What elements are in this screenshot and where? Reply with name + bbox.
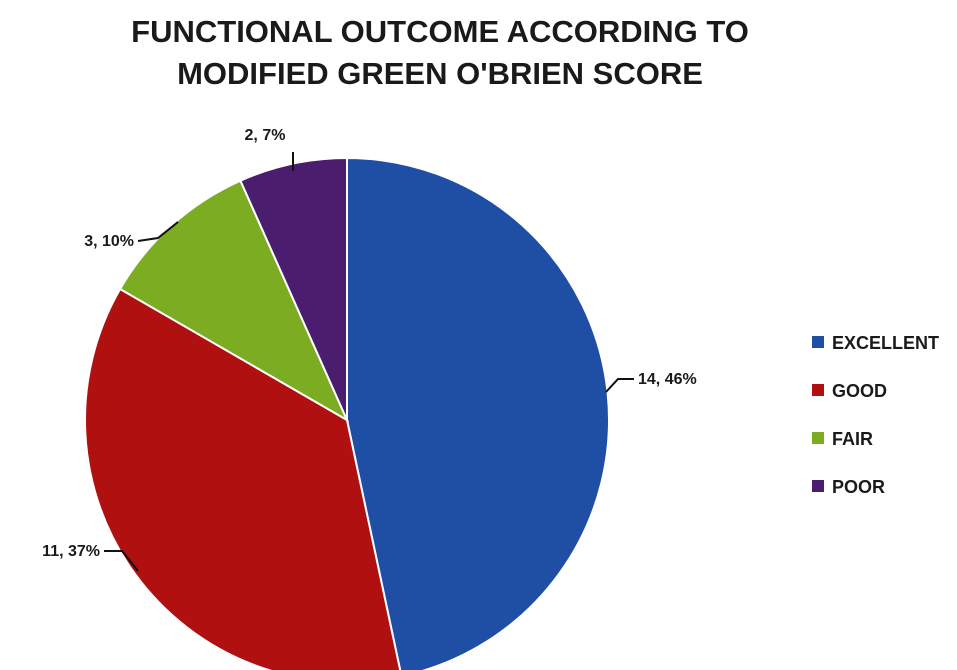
- legend-swatch-good: [812, 384, 824, 396]
- legend-item-good: GOOD: [812, 381, 887, 401]
- pie-slices: [84, 156, 610, 670]
- data-label-good: 11, 37%: [42, 543, 100, 560]
- legend-swatch-fair: [812, 432, 824, 444]
- legend-swatch-poor: [812, 480, 824, 492]
- leader-line-fair: [137, 221, 179, 242]
- chart-title-line-1: FUNCTIONAL OUTCOME ACCORDING TO: [131, 14, 749, 49]
- pie-slice-good: [84, 287, 402, 670]
- legend-item-excellent: EXCELLENT: [812, 333, 939, 353]
- legend: EXCELLENT GOOD FAIR POOR: [812, 333, 939, 497]
- pie-slice-excellent: [346, 156, 610, 670]
- legend-label-excellent: EXCELLENT: [832, 333, 939, 353]
- legend-item-poor: POOR: [812, 477, 885, 497]
- legend-label-poor: POOR: [832, 477, 885, 497]
- data-label-excellent: 14, 46%: [638, 371, 697, 388]
- leader-line-excellent: [605, 378, 634, 393]
- legend-item-fair: FAIR: [812, 429, 873, 449]
- leader-lines: [104, 152, 634, 572]
- leader-line-good: [104, 550, 139, 572]
- legend-label-fair: FAIR: [832, 429, 873, 449]
- data-labels: 14, 46% 11, 37% 3, 10% 2, 7%: [42, 127, 697, 560]
- legend-swatch-excellent: [812, 336, 824, 348]
- pie-slice-fair: [118, 179, 350, 423]
- chart-title-line-2: MODIFIED GREEN O'BRIEN SCORE: [177, 56, 703, 91]
- legend-label-good: GOOD: [832, 381, 887, 401]
- data-label-fair: 3, 10%: [84, 233, 134, 250]
- data-label-poor: 2, 7%: [245, 127, 286, 144]
